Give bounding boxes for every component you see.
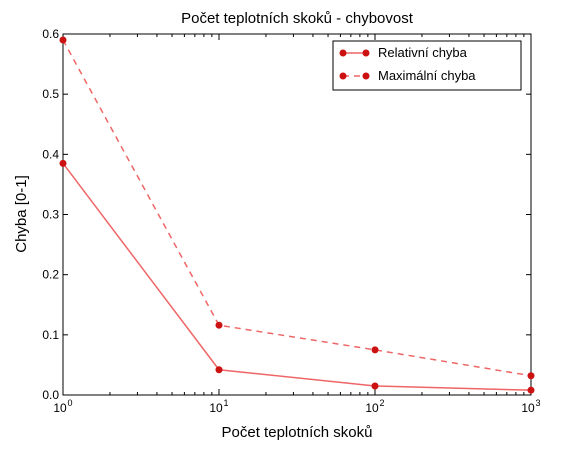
y-tick-label: 0.3 — [42, 208, 59, 222]
x-axis-title: Počet teplotních skoků — [222, 424, 373, 441]
y-tick-label: 0.4 — [42, 147, 59, 161]
legend-marker — [339, 72, 347, 80]
x-tick-label: 10 — [365, 401, 379, 415]
series-line-1 — [62, 39, 532, 377]
series-line-0 — [62, 162, 532, 391]
y-tick-label: 0.6 — [42, 27, 59, 41]
x-tick-exponent: 3 — [535, 398, 540, 408]
legend-box — [332, 40, 522, 91]
series-0-point — [371, 382, 379, 390]
x-tick-exponent: 2 — [379, 398, 384, 408]
y-tick-label: 0.0 — [42, 388, 59, 402]
legend-marker — [362, 72, 370, 80]
series-1-point — [215, 321, 223, 329]
legend: Relativní chyba Maximální chyba — [332, 40, 522, 91]
x-tick-exponent: 0 — [67, 398, 72, 408]
x-tick-label: 10 — [53, 401, 67, 415]
series-1-point — [371, 346, 379, 354]
x-tick-exponent: 1 — [223, 398, 228, 408]
series-1-point — [59, 36, 67, 44]
y-tick-label: 0.2 — [42, 268, 59, 282]
series-layer — [59, 36, 535, 394]
series-0-point — [527, 386, 535, 394]
y-tick-label: 0.1 — [42, 328, 59, 342]
series-1-point — [527, 372, 535, 380]
legend-label-0: Relativní chyba — [378, 45, 468, 60]
x-tick-label: 10 — [521, 401, 535, 415]
y-axis-title: Chyba [0-1] — [13, 175, 30, 253]
series-0-point — [59, 159, 67, 167]
x-tick-label: 10 — [209, 401, 223, 415]
legend-label-1: Maximální chyba — [378, 68, 476, 83]
x-axis: 10 0 10 1 10 2 10 3 — [53, 34, 541, 415]
chart-title: Počet teplotních skoků - chybovost — [181, 10, 414, 27]
legend-marker — [362, 49, 370, 57]
y-axis: 0.0 0.1 0.2 0.3 0.4 0.5 0.6 — [42, 27, 531, 402]
legend-marker — [339, 49, 347, 57]
y-tick-label: 0.5 — [42, 87, 59, 101]
series-0-point — [215, 366, 223, 374]
